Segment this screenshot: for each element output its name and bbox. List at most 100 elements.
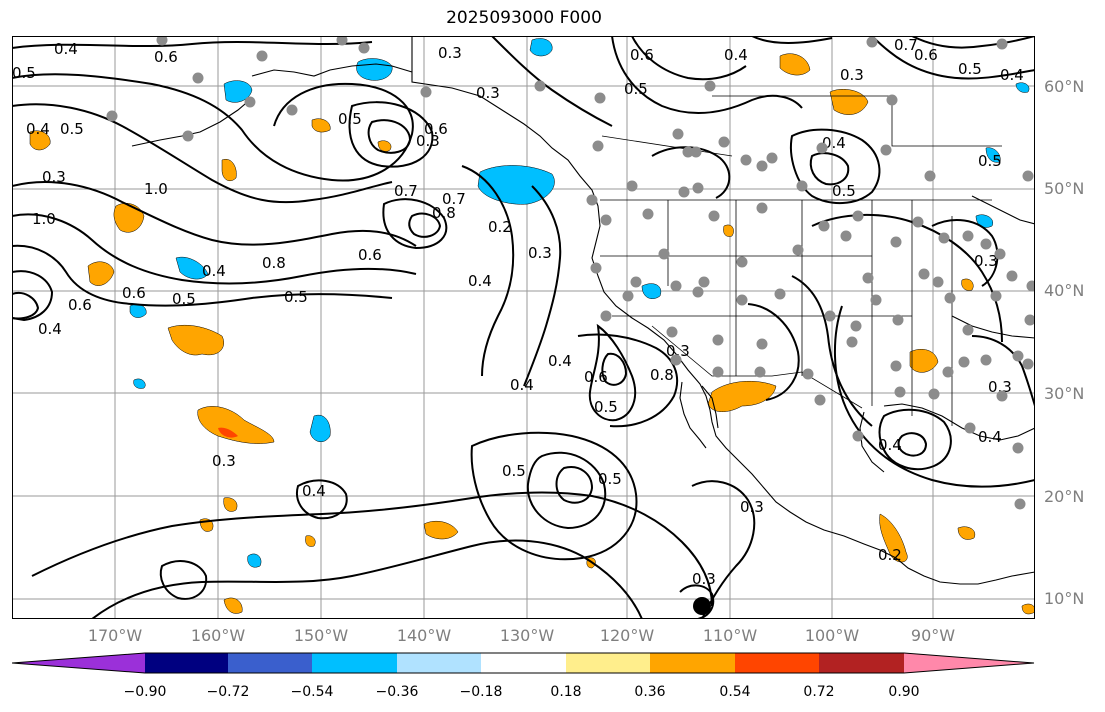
- colorbar-tick-label: 0.54: [719, 684, 751, 700]
- contour-label: 0.6: [122, 284, 146, 302]
- longitude-label: 140°W: [396, 626, 452, 645]
- map-frame: [12, 36, 1035, 619]
- latitude-label: 20°N: [1044, 487, 1085, 506]
- contour-label-layer: 0.4 0.5 0.6 0.3 0.3 0.6 0.4 0.7 0.6 0.5 …: [12, 36, 1024, 588]
- contour-label: 0.3: [692, 570, 716, 588]
- contour-label: 0.3: [476, 84, 500, 102]
- longitude-label: 160°W: [190, 626, 246, 645]
- colorbar-extend-max: [904, 653, 1034, 673]
- colorbar-tick-label: −0.18: [459, 684, 503, 700]
- contour-label: 0.3: [438, 44, 462, 62]
- longitude-label: 130°W: [499, 626, 555, 645]
- contour-label: 0.6: [358, 246, 382, 264]
- contour-label: 0.3: [416, 132, 440, 150]
- contour-label: 0.4: [724, 46, 748, 64]
- contour-label: 0.4: [202, 262, 226, 280]
- colorbar-tick-label: −0.36: [375, 684, 419, 700]
- contour-label: 0.4: [468, 272, 492, 290]
- contour-label: 0.5: [594, 398, 618, 416]
- contour-label: 0.3: [840, 66, 864, 84]
- colorbar-segment: [481, 653, 566, 673]
- contour-label: 1.0: [144, 180, 168, 198]
- contour-label: 0.7: [394, 182, 418, 200]
- contour-label: 0.4: [1000, 66, 1024, 84]
- contour-label: 0.6: [154, 48, 178, 66]
- contour-label: 0.4: [822, 134, 846, 152]
- contour-label: 0.8: [262, 254, 286, 272]
- contour-label: 0.5: [502, 462, 526, 480]
- longitude-label: 150°W: [293, 626, 349, 645]
- contour-label: 0.4: [302, 482, 326, 500]
- contour-label: 0.7: [442, 190, 466, 208]
- map-title: 2025093000 F000: [446, 8, 602, 28]
- contour-label: 0.2: [878, 546, 902, 564]
- contour-lines: [12, 36, 1035, 619]
- contour-label: 0.4: [26, 120, 50, 138]
- contour-label: 0.3: [988, 378, 1012, 396]
- colorbar-segment: [650, 653, 735, 673]
- colorbar-segment: [397, 653, 481, 673]
- colorbar-tick-label: 0.90: [888, 684, 920, 700]
- contour-label: 0.5: [172, 290, 196, 308]
- shaded-anomalies: [29, 38, 1035, 615]
- longitude-label: 90°W: [910, 626, 956, 645]
- contour-label: 0.5: [12, 64, 36, 82]
- contour-label: 0.3: [42, 168, 66, 186]
- station-markers: [106, 36, 1035, 510]
- contour-label: 0.6: [584, 368, 608, 386]
- colorbar-segment: [145, 653, 228, 673]
- latitude-label: 30°N: [1044, 384, 1085, 403]
- contour-label: 0.4: [978, 428, 1002, 446]
- contour-label: 0.5: [978, 152, 1002, 170]
- contour-label: 0.8: [432, 204, 456, 222]
- latitude-label: 50°N: [1044, 179, 1085, 198]
- contour-label: 0.3: [974, 252, 998, 270]
- contour-label: 0.4: [54, 40, 78, 58]
- contour-label: 0.4: [548, 352, 572, 370]
- longitude-label: 100°W: [804, 626, 860, 645]
- contour-label: 0.5: [598, 470, 622, 488]
- colorbar-extend-min: [12, 653, 145, 673]
- weather-map: 0.4 0.5 0.6 0.3 0.3 0.6 0.4 0.7 0.6 0.5 …: [12, 36, 1035, 619]
- coastlines: [131, 36, 1035, 585]
- latitude-label: 10°N: [1044, 589, 1085, 608]
- colorbar-tick-label: −0.90: [123, 684, 167, 700]
- contour-label: 1.0: [32, 210, 56, 228]
- longitude-label: 110°W: [702, 626, 758, 645]
- contour-label: 0.4: [510, 376, 534, 394]
- contour-label: 0.4: [38, 320, 62, 338]
- contour-label: 0.5: [958, 60, 982, 78]
- colorbar-outline: [12, 652, 1035, 674]
- contour-label: 0.3: [666, 342, 690, 360]
- contour-label: 0.6: [914, 46, 938, 64]
- contour-label: 0.8: [650, 366, 674, 384]
- contour-label: 0.5: [60, 120, 84, 138]
- contour-label: 0.5: [338, 110, 362, 128]
- colorbar: [12, 652, 1035, 674]
- contour-label: 0.5: [832, 182, 856, 200]
- colorbar-tick-label: 0.72: [803, 684, 835, 700]
- contour-label: 0.6: [630, 46, 654, 64]
- colorbar-tick-label: −0.54: [290, 684, 334, 700]
- colorbar-segment: [566, 653, 650, 673]
- contour-label: 0.5: [284, 288, 308, 306]
- colorbar-tick-label: 0.36: [634, 684, 666, 700]
- contour-label: 0.3: [212, 452, 236, 470]
- colorbar-segment: [228, 653, 312, 673]
- colorbar-tick-label: −0.72: [206, 684, 250, 700]
- contour-label: 0.7: [894, 36, 918, 54]
- contour-label: 0.5: [624, 80, 648, 98]
- contour-label: 0.3: [528, 244, 552, 262]
- latitude-label: 40°N: [1044, 281, 1085, 300]
- colorbar-tick-label: 0.18: [550, 684, 582, 700]
- contour-label: 0.6: [424, 120, 448, 138]
- contour-label: 0.3: [740, 498, 764, 516]
- longitude-label: 120°W: [599, 626, 655, 645]
- contour-label: 0.4: [878, 436, 902, 454]
- contour-label: 0.2: [488, 218, 512, 236]
- colorbar-segment: [312, 653, 397, 673]
- tropical-center-marker: [693, 597, 711, 615]
- colorbar-segment: [819, 653, 904, 673]
- longitude-label: 170°W: [87, 626, 143, 645]
- latitude-label: 60°N: [1044, 77, 1085, 96]
